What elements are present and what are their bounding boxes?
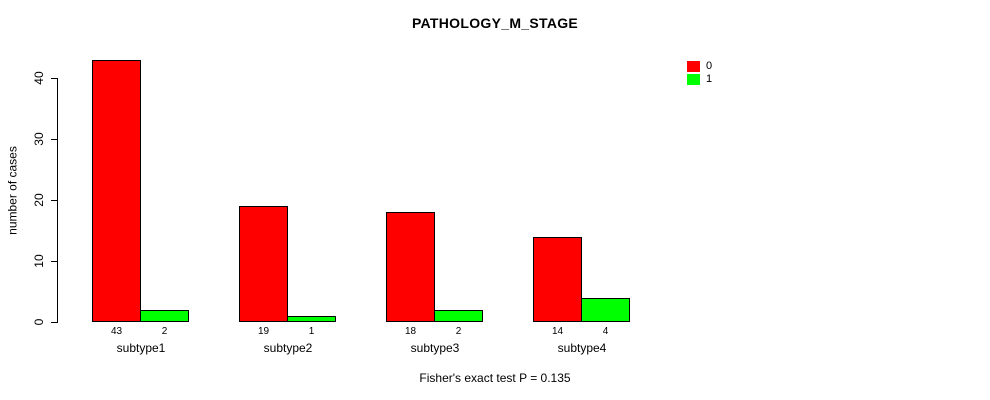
y-tick-mark [51, 200, 57, 201]
y-tick-label: 30 [32, 132, 46, 146]
legend-item-1: 1 [687, 73, 712, 86]
x-axis-label-subtype3: subtype3 [410, 341, 460, 355]
bar-subtype1-series0 [92, 60, 141, 322]
legend: 0 1 [687, 60, 712, 86]
legend-label-0: 0 [706, 60, 713, 72]
bar-subtype2-series0 [239, 206, 288, 322]
y-tick-mark [51, 78, 57, 79]
caption-text: Fisher's exact test P = 0.135 [419, 371, 571, 385]
y-axis-label: number of cases [5, 146, 20, 235]
y-tick-label: 20 [32, 193, 46, 207]
bar-subtype1-series1 [140, 310, 189, 322]
legend-swatch-red [687, 61, 700, 72]
y-tick-label: 10 [32, 254, 46, 268]
legend-swatch-green [687, 74, 700, 85]
y-tick-mark [51, 322, 57, 323]
y-axis-line [57, 78, 58, 323]
bar-subtype3-series0 [386, 212, 435, 322]
bar-value-label-subtype4-series0: 14 [551, 326, 564, 337]
legend-label-1: 1 [706, 73, 713, 85]
bar-value-label-subtype3-series1: 2 [455, 326, 462, 337]
bar-value-label-subtype2-series0: 19 [257, 326, 270, 337]
bar-value-label-subtype3-series0: 18 [404, 326, 417, 337]
bar-subtype3-series1 [434, 310, 483, 322]
bar-subtype2-series1 [287, 316, 336, 322]
chart-title: PATHOLOGY_M_STAGE [411, 15, 579, 31]
y-tick-mark [51, 139, 57, 140]
x-axis-label-subtype1: subtype1 [116, 341, 166, 355]
x-axis-label-subtype4: subtype4 [557, 341, 607, 355]
bar-value-label-subtype4-series1: 4 [602, 326, 609, 337]
y-tick-label: 0 [32, 318, 46, 326]
y-tick-label: 40 [32, 71, 46, 85]
x-axis-label-subtype2: subtype2 [263, 341, 313, 355]
bar-value-label-subtype1-series1: 2 [161, 326, 168, 337]
y-tick-mark [51, 261, 57, 262]
bar-value-label-subtype2-series1: 1 [308, 326, 315, 337]
bar-subtype4-series1 [581, 298, 630, 322]
bar-subtype4-series0 [533, 237, 582, 322]
legend-item-0: 0 [687, 60, 712, 73]
bar-value-label-subtype1-series0: 43 [110, 326, 123, 337]
